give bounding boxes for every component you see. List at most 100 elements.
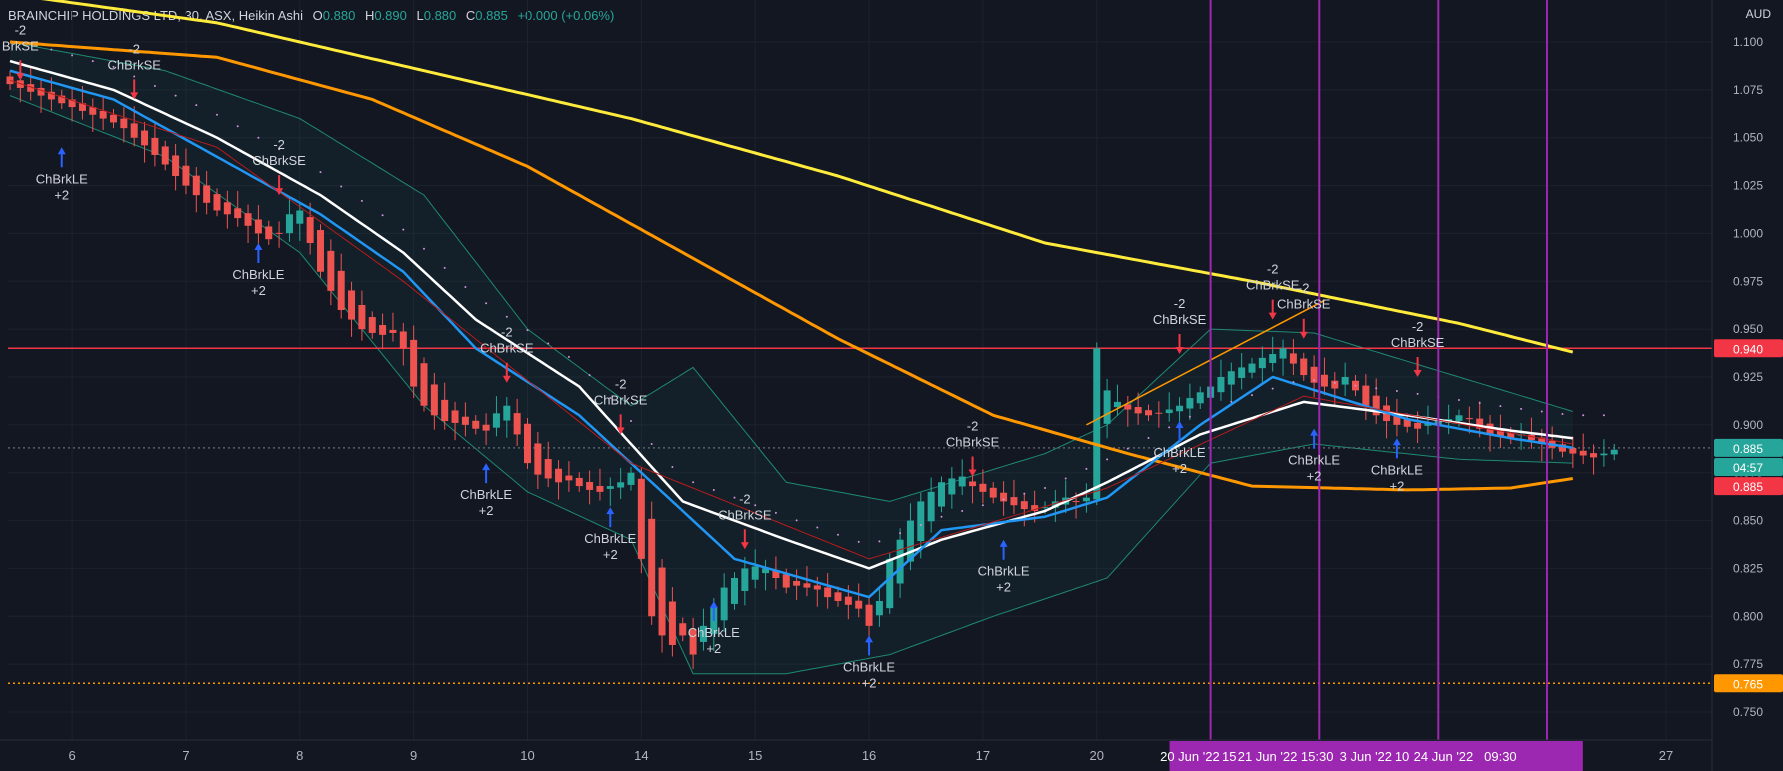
candle xyxy=(1082,483,1090,513)
candle xyxy=(855,583,863,618)
price-tick-label: 1.100 xyxy=(1733,35,1763,49)
arrow-down-icon xyxy=(275,175,284,196)
time-tick-label: 14 xyxy=(634,748,648,763)
band-upper-line xyxy=(9,41,1573,502)
candle xyxy=(648,501,656,625)
time-tick-label: 20 xyxy=(1090,748,1104,763)
candle xyxy=(627,466,635,491)
trail-dot xyxy=(195,104,198,107)
candle xyxy=(254,205,262,245)
candle-body xyxy=(958,476,966,487)
candle xyxy=(203,171,211,215)
candle xyxy=(948,466,956,509)
candle-body xyxy=(120,118,128,129)
time-tick-label: 9 xyxy=(410,748,417,763)
candle-body xyxy=(524,423,531,464)
candle-body xyxy=(989,487,997,498)
trail-dot xyxy=(50,48,53,51)
price-tag-bg xyxy=(1714,457,1783,476)
signal-label-2: +2 xyxy=(1172,461,1187,476)
candle xyxy=(1279,339,1287,376)
trail-dot xyxy=(1416,392,1419,395)
candle-body xyxy=(699,625,707,642)
trail-dot xyxy=(1126,447,1129,450)
candle xyxy=(451,401,459,441)
time-tick-label: 6 xyxy=(68,748,75,763)
trail-dot xyxy=(505,315,508,318)
price-tag: 0.885 xyxy=(1714,477,1783,496)
signal-label-1: -2 xyxy=(1298,281,1310,296)
currency-unit[interactable]: AUD xyxy=(1745,7,1771,21)
candle xyxy=(731,572,738,610)
candle-body xyxy=(1362,385,1370,406)
trail-dot xyxy=(857,540,860,543)
long-signal: ChBrkLE+2 xyxy=(1288,428,1340,484)
candle-body xyxy=(606,486,614,489)
candle xyxy=(161,140,169,171)
candle-body xyxy=(917,501,925,542)
candle xyxy=(1093,342,1101,506)
close-value: 0.885 xyxy=(475,8,508,23)
candle xyxy=(793,569,801,601)
trail-dot xyxy=(1582,414,1585,417)
long-signal: ChBrkLE+2 xyxy=(688,600,740,656)
trail-dot xyxy=(402,228,405,231)
candle xyxy=(379,313,387,350)
candle xyxy=(513,398,521,446)
highlight-time-label: 24 Jun '22 xyxy=(1414,749,1474,764)
trail-dot xyxy=(1168,426,1171,429)
highlight-time-label: 3 Jun '22 xyxy=(1340,749,1392,764)
signal-label-2: ChBrkSE xyxy=(718,507,772,522)
time-tick-label: 7 xyxy=(182,748,189,763)
candle-body xyxy=(1341,377,1349,385)
candle xyxy=(896,528,904,598)
candle-body xyxy=(68,99,76,108)
candle-body xyxy=(782,574,790,588)
candle-body xyxy=(906,520,914,562)
price-tag: 04:57 xyxy=(1714,457,1783,476)
candle xyxy=(37,79,45,113)
candle-body xyxy=(182,165,190,186)
open-value: 0.880 xyxy=(322,8,356,23)
time-tick-label: 8 xyxy=(296,748,303,763)
candle xyxy=(348,281,356,337)
high-label: H xyxy=(364,8,375,23)
low-label: L xyxy=(416,8,424,23)
candle-body xyxy=(317,230,324,272)
trail-dot xyxy=(1044,487,1046,490)
candle xyxy=(399,322,407,366)
candle xyxy=(234,191,242,227)
arrow-up-icon xyxy=(1175,421,1184,442)
candle-body xyxy=(1155,412,1163,414)
price-tag-bg xyxy=(1714,477,1783,496)
candle-body xyxy=(1465,418,1473,420)
candle xyxy=(213,188,221,217)
candle xyxy=(668,587,676,657)
price-tick-label: 0.800 xyxy=(1733,609,1763,623)
candle xyxy=(1020,492,1028,527)
candle-body xyxy=(1124,404,1132,410)
candle xyxy=(875,586,883,627)
candle-body xyxy=(1072,501,1080,503)
signal-label-2: BrkSE xyxy=(2,38,39,53)
candle-body xyxy=(1186,398,1194,409)
candle xyxy=(1331,372,1339,406)
candle-body xyxy=(544,459,552,479)
candle xyxy=(1010,479,1018,514)
price-tag-text: 0.765 xyxy=(1733,677,1763,691)
candle xyxy=(1238,353,1246,390)
candle-body xyxy=(223,202,231,215)
candle-body xyxy=(141,130,149,146)
signal-label-2: ChBrkSE xyxy=(107,57,161,72)
candle-body xyxy=(399,331,407,349)
candle xyxy=(1579,433,1587,465)
candle-body xyxy=(47,91,55,100)
time-tick-label: 16 xyxy=(862,748,876,763)
price-tick-label: 1.000 xyxy=(1733,226,1763,240)
long-signal: ChBrkLE+2 xyxy=(1371,438,1423,493)
low-value: 0.880 xyxy=(423,8,457,23)
